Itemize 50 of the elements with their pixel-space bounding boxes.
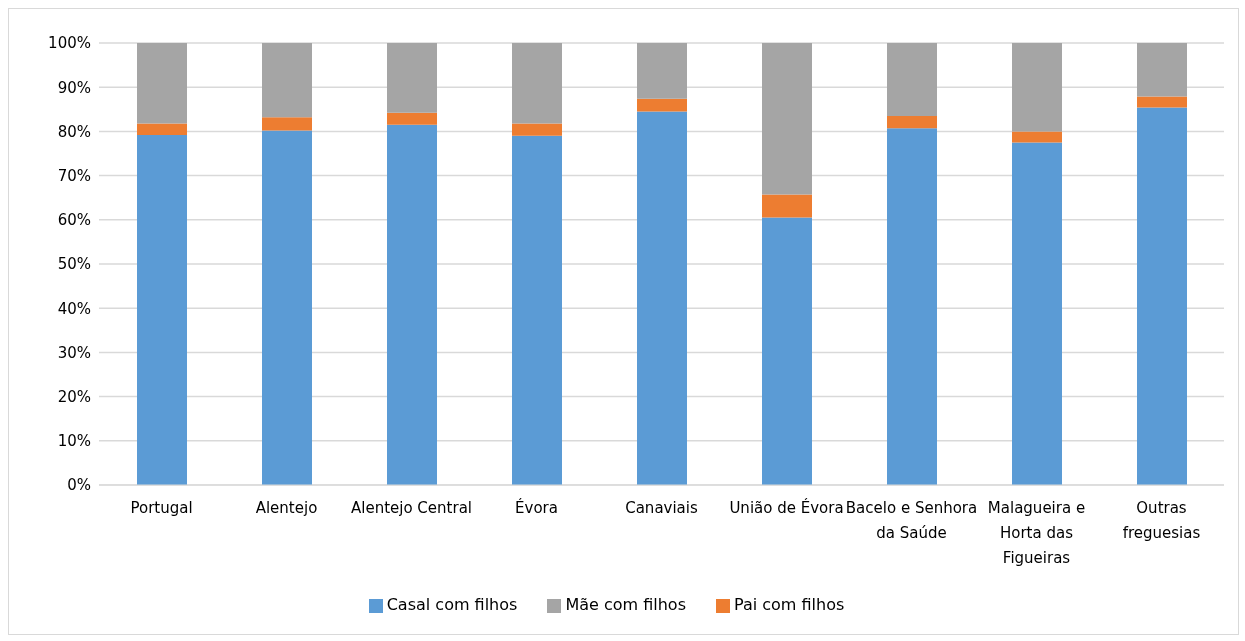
y-tick-label: 60% (57, 211, 91, 230)
x-tick-label: Portugal (130, 499, 193, 517)
x-tick-label: Évora (515, 498, 558, 517)
bar (762, 194, 812, 218)
bar (512, 123, 562, 136)
legend-label: Casal com filhos (386, 595, 518, 614)
x-tick-label: União de Évora (729, 498, 844, 517)
x-tick-label: Alentejo Central (350, 499, 473, 517)
y-tick-label: 70% (57, 166, 91, 185)
legend-label: Pai com filhos (733, 595, 845, 614)
y-tick-label: 10% (57, 432, 91, 451)
y-tick-label: 100% (48, 34, 91, 53)
bar (1012, 43, 1062, 132)
bar (262, 43, 312, 118)
bar (512, 135, 562, 485)
y-tick-label: 30% (57, 343, 91, 362)
y-tick-label: 80% (57, 122, 91, 141)
bar (1012, 142, 1062, 485)
bar (637, 43, 687, 99)
bar (637, 111, 687, 485)
bar (1012, 131, 1062, 143)
bar (1137, 107, 1187, 485)
bar (1137, 96, 1187, 108)
x-tick-label: Malagueira e Horta das Figueiras (987, 499, 1086, 567)
bar (262, 117, 312, 131)
y-tick-label: 40% (57, 299, 91, 318)
bar (387, 124, 437, 485)
bar (762, 217, 812, 485)
bar (137, 123, 187, 135)
bar (137, 43, 187, 124)
bar (887, 128, 937, 485)
y-tick-label: 50% (57, 255, 91, 274)
bar (512, 43, 562, 124)
y-tick-label: 0% (67, 476, 91, 495)
bar (387, 112, 437, 125)
bar (887, 115, 937, 129)
x-tick-label: Canaviais (625, 499, 698, 517)
bar (637, 98, 687, 112)
bar (887, 43, 937, 116)
bar (1137, 43, 1187, 97)
x-tick-label: Outras freguesias (1122, 499, 1201, 542)
bar (387, 43, 437, 113)
y-tick-label: 20% (57, 387, 91, 406)
bar (262, 130, 312, 485)
bar (762, 43, 812, 195)
y-tick-label: 90% (57, 78, 91, 97)
x-tick-label: Bacelo e Senhora da Saúde (845, 499, 978, 542)
bar (137, 134, 187, 485)
legend-label: Mãe com filhos (565, 595, 686, 614)
x-tick-label: Alentejo (255, 499, 318, 517)
